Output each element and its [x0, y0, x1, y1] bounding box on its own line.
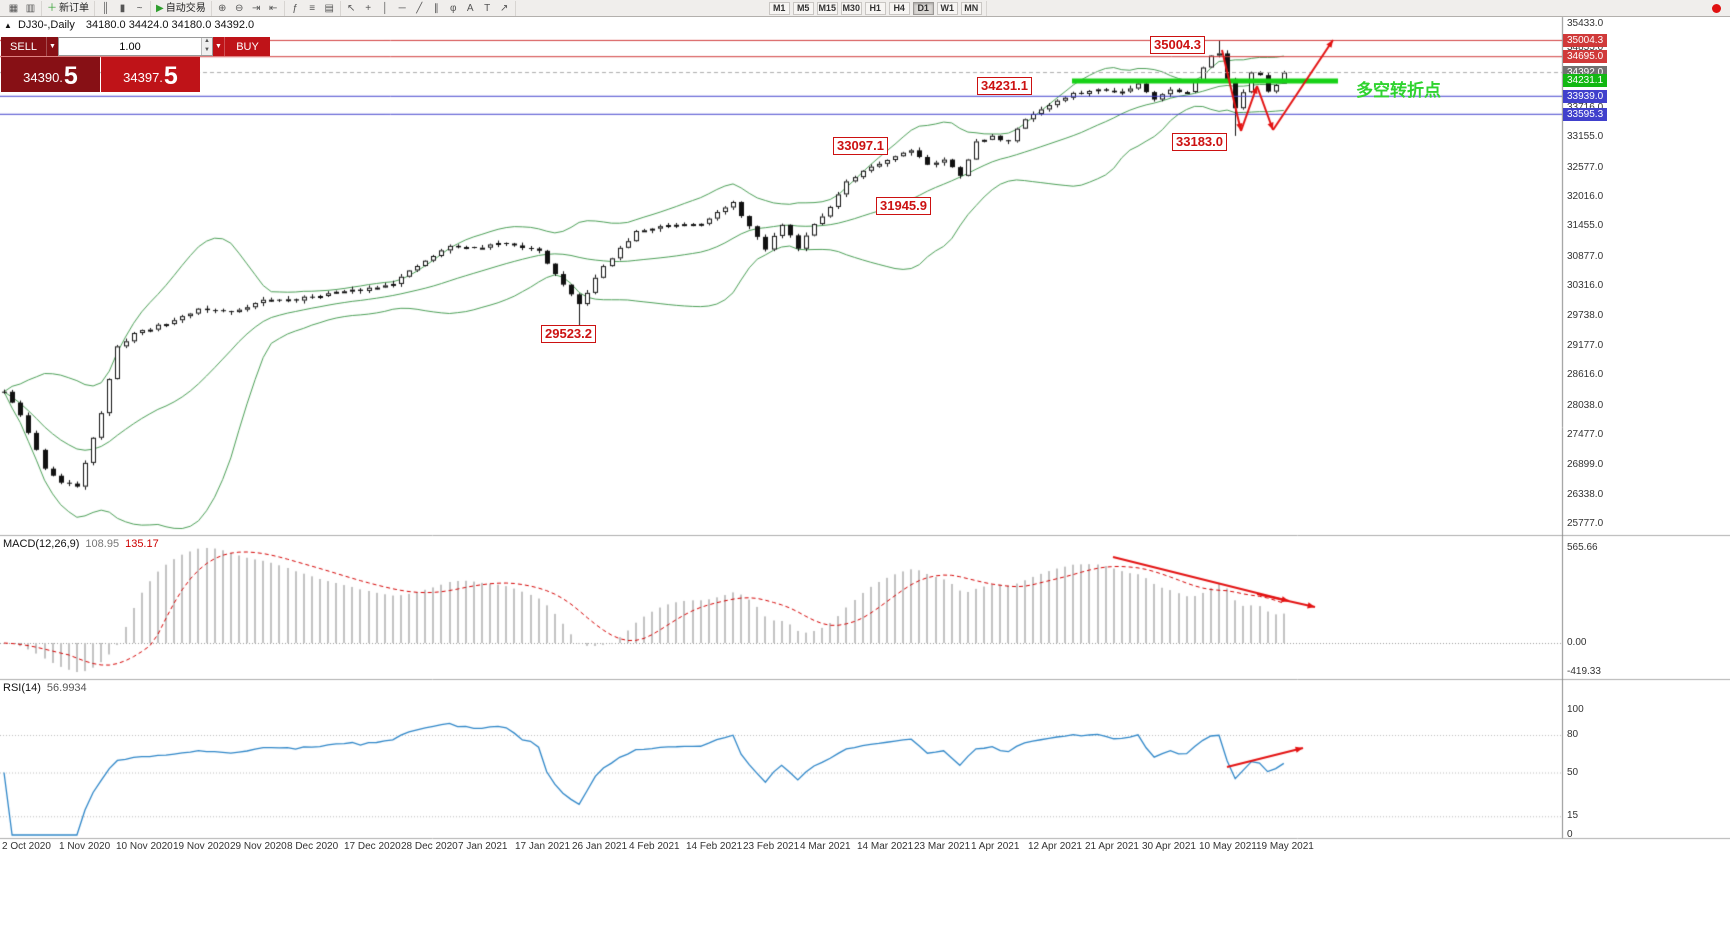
indicators-icon[interactable]: ƒ	[292, 2, 298, 14]
volume-spinner[interactable]: ▲ ▼	[201, 38, 212, 55]
one-click-trade-panel: SELL ▼ ▲▼ ▼ BUY 34390. 5 34397. 5	[1, 37, 270, 92]
fibonacci-icon[interactable]: φ	[449, 2, 457, 14]
timeframe-mn[interactable]: MN	[960, 1, 982, 15]
crosshair-icon[interactable]: +	[365, 2, 372, 14]
bar-chart-icon[interactable]: ║	[101, 2, 110, 14]
macd-name: MACD(12,26,9)	[3, 538, 80, 550]
volume-field: ▲▼	[58, 37, 213, 56]
sell-price-box[interactable]: 34390. 5	[1, 57, 100, 92]
tile-windows-icon[interactable]: ▤	[324, 2, 334, 14]
timeframe-m5[interactable]: M5	[792, 1, 814, 15]
auto-trading-button[interactable]: ▶ 自动交易	[156, 2, 206, 14]
vertical-line-icon[interactable]: │	[382, 2, 389, 14]
line-chart-icon[interactable]: ~	[136, 2, 143, 14]
candlestick-chart-icon[interactable]: ▮	[119, 2, 126, 14]
rsi-label: RSI(14) 56.9934	[3, 682, 87, 694]
timeframe-h1[interactable]: H1	[864, 1, 886, 15]
macd-label: MACD(12,26,9) 108.95 135.17	[3, 538, 159, 550]
timeframe-d1[interactable]: D1	[912, 1, 934, 15]
new-order-button[interactable]: ＋新订单	[47, 2, 89, 14]
buy-price-big-digit: 5	[163, 62, 178, 90]
symbol-marker-icon: ▲	[4, 21, 12, 30]
macd-main-value: 108.95	[85, 538, 120, 550]
arrows-icon[interactable]: ↗	[500, 2, 509, 14]
timeframe-m1[interactable]: M1	[768, 1, 790, 15]
timeframe-w1[interactable]: W1	[936, 1, 958, 15]
chart-shift-icon[interactable]: ⇤	[269, 2, 278, 14]
sell-button[interactable]: SELL	[1, 37, 46, 56]
rsi-name: RSI(14)	[3, 682, 41, 694]
sell-price: 34390.	[23, 70, 63, 85]
auto-scroll-icon[interactable]: ⇥	[252, 2, 261, 14]
rsi-value: 56.9934	[46, 682, 87, 694]
chart-profiles-icon[interactable]: ▥	[25, 2, 36, 14]
buy-price: 34397.	[123, 70, 163, 85]
record-icon[interactable]	[1712, 3, 1721, 13]
zoom-out-icon[interactable]: ⊖	[235, 2, 244, 14]
buy-button[interactable]: BUY	[225, 37, 270, 56]
symbol-title: DJ30-,Daily	[17, 19, 75, 31]
spinner-down-icon[interactable]: ▼	[202, 46, 212, 55]
channel-icon[interactable]: ∥	[433, 2, 439, 14]
symbol-header: ▲ DJ30-,Daily 34180.0 34424.0 34180.0 34…	[4, 19, 254, 31]
label-icon[interactable]: T	[484, 2, 491, 14]
zoom-in-icon[interactable]: ⊕	[218, 2, 227, 14]
buy-dropdown-icon[interactable]: ▼	[213, 37, 225, 56]
sell-dropdown-icon[interactable]: ▼	[46, 37, 58, 56]
macd-signal-value: 135.17	[125, 538, 159, 550]
sell-price-big-digit: 5	[63, 62, 78, 90]
timeframe-m30[interactable]: M30	[840, 1, 862, 15]
trendline-icon[interactable]: ╱	[416, 2, 423, 14]
timeframe-h4[interactable]: H4	[888, 1, 910, 15]
new-chart-icon[interactable]: ▦	[8, 2, 19, 14]
text-icon[interactable]: A	[466, 2, 474, 14]
horizontal-line-icon[interactable]: ─	[398, 2, 406, 14]
spinner-up-icon[interactable]: ▲	[202, 38, 212, 47]
objects-list-icon[interactable]: ≡	[309, 2, 316, 14]
main-toolbar: ▦ ▥ ＋新订单 ║ ▮ ~ ▶ 自动交易 ⊕ ⊖ ⇥ ⇤ ƒ ≡ ▤ ↖ + │ ─ ╱ ∥ φ A T ↗ M1 M5 M15 M3…	[0, 0, 1730, 17]
cursor-icon[interactable]: ↖	[347, 2, 356, 14]
symbol-ohlc: 34180.0 34424.0 34180.0 34392.0	[85, 19, 255, 31]
volume-input[interactable]	[59, 38, 201, 55]
buy-price-box[interactable]: 34397. 5	[101, 57, 200, 92]
timeframe-m15[interactable]: M15	[816, 1, 838, 15]
